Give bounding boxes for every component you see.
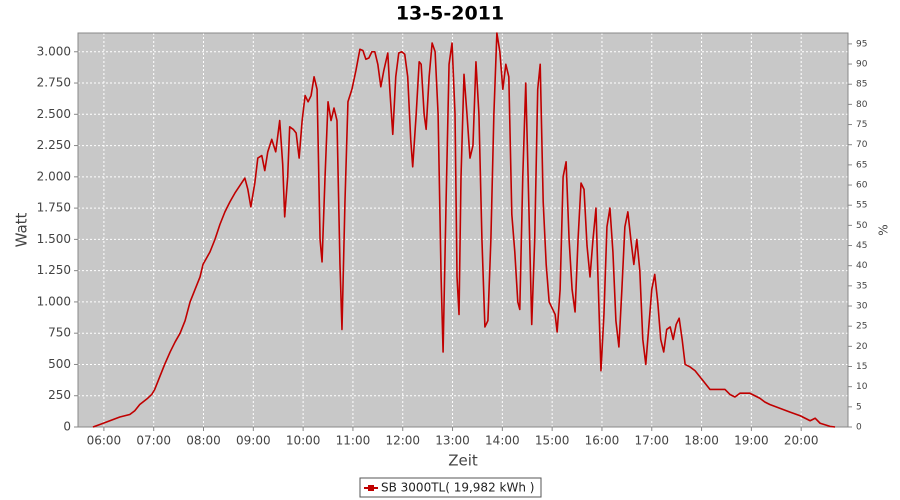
y2-tick-label: 40 [856, 261, 868, 271]
y2-tick-label: 70 [856, 140, 868, 150]
y-tick-label: 2.500 [37, 107, 71, 121]
chart-title: 13-5-2011 [396, 3, 504, 25]
y-tick-label: 2.000 [37, 169, 71, 183]
y2-tick-label: 25 [856, 322, 867, 332]
x-tick-label: 16:00 [585, 434, 620, 448]
legend-box [359, 477, 542, 498]
y2-tick-label: 80 [856, 100, 868, 110]
y2-tick-label: 15 [856, 362, 867, 372]
y2-tick-label: 75 [856, 120, 867, 130]
y-tick-label: 1.500 [37, 232, 71, 246]
y2-tick-label: 30 [856, 302, 868, 312]
x-tick-label: 17:00 [634, 434, 669, 448]
y-tick-label: 2.750 [37, 76, 71, 90]
y2-tick-label: 20 [856, 342, 868, 352]
legend-marker [368, 485, 374, 491]
x-tick-label: 19:00 [734, 434, 769, 448]
y2-tick-label: 50 [856, 221, 868, 231]
y2-tick-label: 0 [856, 423, 862, 433]
x-tick-label: 12:00 [385, 434, 420, 448]
plot-border [77, 32, 849, 428]
y2-tick-label: 10 [856, 382, 868, 392]
y2-tick-label: 95 [856, 39, 867, 49]
y-tick-label: 1.250 [37, 263, 71, 277]
y-axis-label: Watt [13, 212, 31, 247]
x-tick-label: 13:00 [435, 434, 470, 448]
y2-axis-label: % [877, 224, 891, 235]
y-tick-label: 250 [48, 388, 71, 402]
y-tick-label: 1.000 [37, 294, 71, 308]
y-tick-label: 1.750 [37, 201, 71, 215]
y2-tick-label: 35 [856, 281, 867, 291]
y-tick-label: 750 [48, 326, 71, 340]
x-tick-label: 06:00 [87, 434, 122, 448]
x-tick-label: 09:00 [236, 434, 271, 448]
y2-tick-label: 55 [856, 201, 867, 211]
series-line [92, 32, 836, 428]
y2-tick-label: 85 [856, 80, 867, 90]
y-tick-label: 2.250 [37, 138, 71, 152]
x-axis-label: Zeit [448, 452, 478, 470]
y-tick-label: 0 [63, 420, 71, 434]
y2-tick-label: 5 [856, 402, 862, 412]
x-tick-label: 07:00 [136, 434, 171, 448]
y-tick-label: 3.000 [37, 44, 71, 58]
y2-tick-label: 90 [856, 60, 868, 70]
x-tick-label: 18:00 [684, 434, 719, 448]
x-tick-label: 14:00 [485, 434, 520, 448]
y2-tick-label: 60 [856, 181, 868, 191]
legend-label: SB 3000TL( 19,982 kWh ) [381, 481, 534, 495]
y-tick-label: 500 [48, 357, 71, 371]
x-tick-label: 11:00 [336, 434, 371, 448]
y2-tick-label: 65 [856, 160, 867, 170]
x-tick-label: 10:00 [286, 434, 321, 448]
x-tick-label: 20:00 [784, 434, 819, 448]
x-tick-label: 08:00 [186, 434, 221, 448]
x-tick-label: 15:00 [535, 434, 570, 448]
y2-tick-label: 45 [856, 241, 867, 251]
